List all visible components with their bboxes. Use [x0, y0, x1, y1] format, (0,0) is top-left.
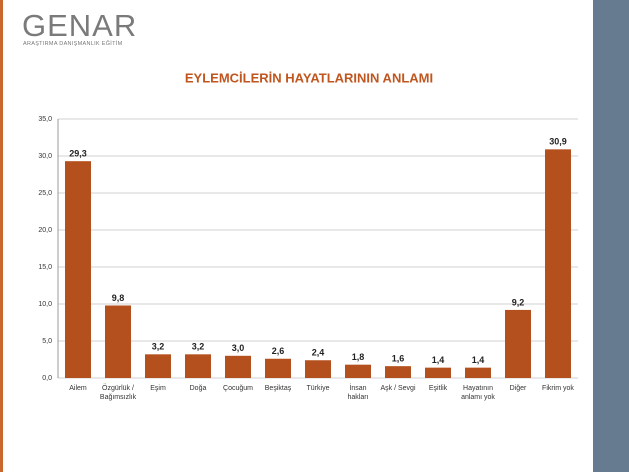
x-tick-label: İnsan hakları [347, 385, 369, 401]
x-tick-label: Ailem [69, 385, 87, 392]
bar [65, 161, 91, 378]
x-tick-label: Eşitlik [428, 385, 448, 392]
y-tick-label: 25,0 [38, 190, 52, 197]
value-label: 3,2 [192, 342, 205, 352]
value-label: 3,0 [232, 343, 245, 353]
bar [145, 354, 171, 378]
x-tick-label: Hayatının anlamı yok [461, 385, 495, 401]
value-label: 3,2 [152, 342, 165, 352]
bar [345, 364, 371, 378]
x-tick-label: Diğer [509, 385, 527, 392]
value-label: 9,2 [512, 297, 525, 307]
chart-title: EYLEMCİLERİN HAYATLARININ ANLAMI [185, 70, 433, 85]
bar [185, 354, 211, 378]
bar [305, 360, 331, 378]
value-label: 2,6 [272, 346, 285, 356]
x-tick-label: Eşim [150, 385, 166, 392]
bar [225, 355, 251, 378]
y-tick-label: 35,0 [38, 116, 52, 123]
y-tick-label: 30,0 [38, 153, 52, 160]
value-label: 2,4 [312, 348, 325, 358]
x-tick-label: Doğa [189, 385, 207, 392]
y-tick-label: 20,0 [38, 227, 52, 234]
bar [465, 367, 491, 378]
y-tick-label: 10,0 [38, 301, 52, 308]
x-tick-label: Fikrim yok [542, 385, 574, 392]
logo-tagline: ARAŞTIRMA DANIŞMANLIK EĞİTİM [23, 41, 123, 47]
bar [105, 305, 131, 378]
x-tick-label: Özgürlük / Bağımsızlık [99, 385, 137, 401]
value-label: 1,4 [432, 355, 445, 365]
value-label: 1,4 [472, 355, 485, 365]
bar [545, 149, 571, 378]
bar [385, 366, 411, 378]
y-tick-label: 0,0 [42, 375, 52, 382]
x-tick-label: Çocuğum [223, 385, 253, 392]
y-tick-label: 5,0 [42, 338, 52, 345]
value-label: 30,9 [549, 137, 567, 147]
value-label: 29,3 [69, 149, 87, 159]
edge-stripe [0, 0, 3, 472]
value-label: 9,8 [112, 293, 125, 303]
x-tick-label: Aşk / Sevgi [380, 385, 416, 392]
value-label: 1,6 [392, 354, 405, 364]
y-tick-label: 15,0 [38, 264, 52, 271]
bar [265, 358, 291, 378]
x-tick-label: Beşiktaş [264, 385, 292, 392]
bar [425, 367, 451, 378]
side-band [593, 0, 629, 472]
value-label: 1,8 [352, 352, 365, 362]
logo: GENAR [22, 8, 138, 43]
bar [505, 309, 531, 378]
x-tick-label: Türkiye [306, 385, 330, 392]
